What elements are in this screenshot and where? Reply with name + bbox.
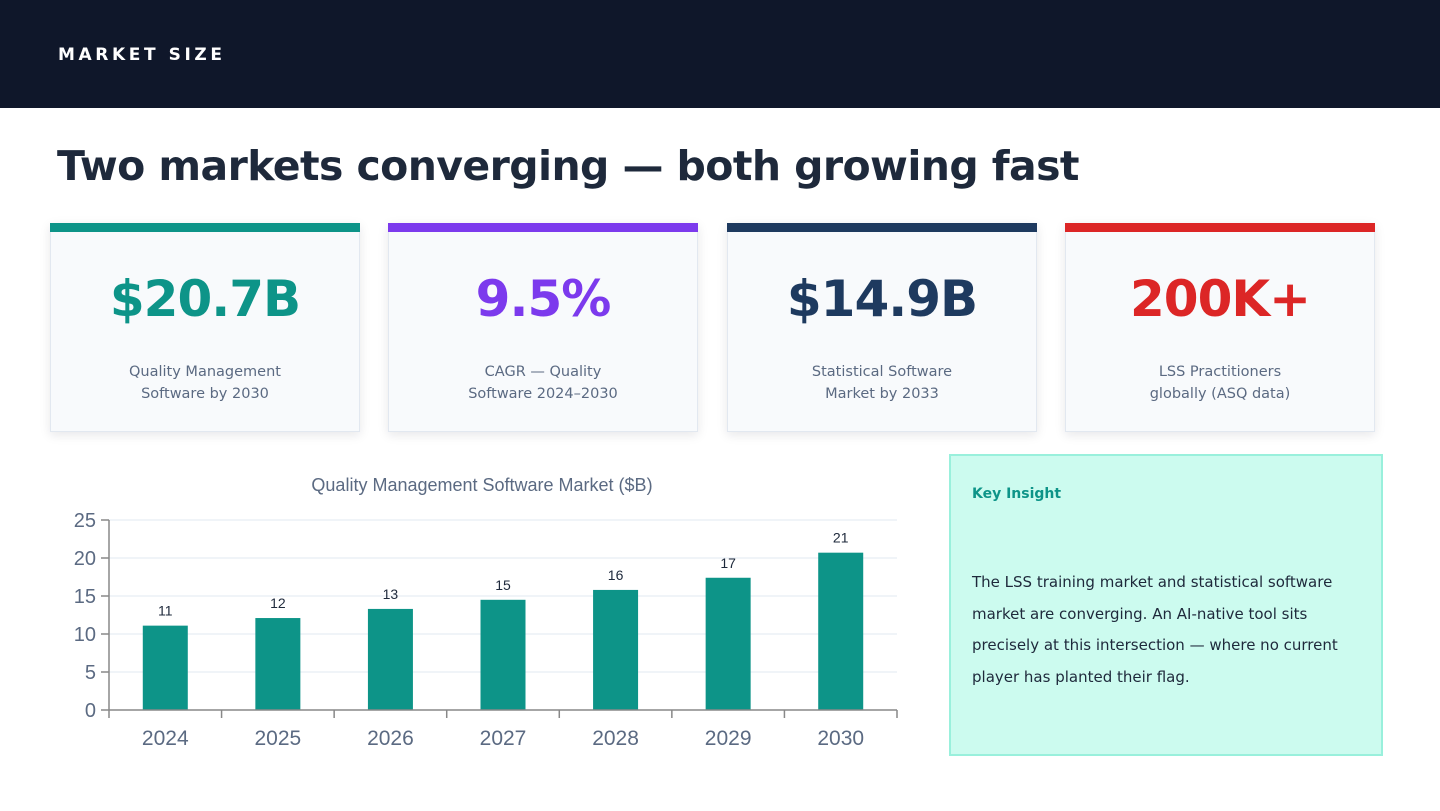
bar-2024 [142, 625, 188, 710]
bar-chart: Quality Management Software Market ($B) … [50, 462, 920, 762]
stat-value: $20.7B [109, 270, 301, 328]
header-bar: MARKET SIZE [0, 0, 1440, 108]
x-tick-label: 2027 [480, 727, 527, 750]
x-tick-label: 2029 [705, 727, 752, 750]
data-label: 17 [720, 555, 736, 571]
bar-2026 [367, 608, 413, 710]
key-insight-box: Key Insight The LSS training market and … [949, 454, 1383, 756]
stat-card-qms-market: $20.7B Quality Management Software by 20… [50, 223, 360, 432]
bar-2030 [818, 552, 864, 710]
bar-2028 [593, 589, 639, 710]
bars [142, 552, 864, 710]
stat-card-cagr: 9.5% CAGR — Quality Software 2024–2030 [388, 223, 698, 432]
stat-value: 200K+ [1129, 270, 1311, 328]
section-label: MARKET SIZE [58, 45, 226, 65]
page-title: Two markets converging — both growing fa… [57, 142, 1080, 190]
stat-value: 9.5% [475, 270, 612, 328]
card-accent-bar [388, 223, 698, 232]
x-tick-label: 2025 [254, 727, 301, 750]
stat-description: CAGR — Quality Software 2024–2030 [409, 361, 677, 405]
x-tick-label: 2026 [367, 727, 414, 750]
stat-desc-line: Software by 2030 [141, 386, 269, 402]
y-tick-label: 20 [74, 548, 96, 570]
y-tick-label: 0 [85, 700, 96, 722]
bar-2025 [255, 618, 301, 710]
stat-card-statistical-software: $14.9B Statistical Software Market by 20… [727, 223, 1037, 432]
y-tick-label: 15 [74, 586, 96, 608]
insight-title: Key Insight [972, 486, 1062, 502]
stat-description: Statistical Software Market by 2033 [748, 361, 1016, 405]
x-tick-label: 2024 [142, 727, 189, 750]
stat-desc-line: LSS Practitioners [1158, 364, 1282, 380]
stat-card-lss-practitioners: 200K+ LSS Practitioners globally (ASQ da… [1065, 223, 1375, 432]
stat-desc-line: Software 2024–2030 [468, 386, 618, 402]
gridlines [109, 519, 897, 673]
stat-desc-line: Statistical Software [811, 364, 953, 380]
stat-description: Quality Management Software by 2030 [71, 361, 339, 405]
x-tick-label: 2030 [817, 727, 864, 750]
data-label: 15 [495, 577, 511, 593]
y-tick-label: 10 [74, 624, 96, 646]
insight-body: The LSS training market and statistical … [972, 573, 1338, 686]
data-label: 11 [158, 603, 173, 619]
card-accent-bar [1065, 223, 1375, 232]
y-tick-label: 5 [85, 662, 96, 684]
card-accent-bar [727, 223, 1037, 232]
stat-desc-line: Quality Management [129, 364, 281, 380]
bar-2029 [705, 577, 751, 710]
card-accent-bar [50, 223, 360, 232]
data-label: 13 [383, 586, 399, 602]
stat-desc-line: Market by 2033 [825, 386, 939, 402]
data-label: 12 [270, 595, 286, 611]
data-label: 21 [833, 530, 849, 546]
y-tick-label: 25 [74, 510, 96, 532]
labels: 0510152025112024122025132026152027162028… [74, 510, 864, 750]
stat-desc-line: CAGR — Quality [484, 364, 602, 380]
chart-title: Quality Management Software Market ($B) [311, 475, 652, 495]
axes [101, 519, 898, 718]
x-tick-label: 2028 [592, 727, 639, 750]
stat-description: LSS Practitioners globally (ASQ data) [1086, 361, 1354, 405]
bar-2027 [480, 599, 526, 710]
data-label: 16 [608, 567, 624, 583]
stat-desc-line: globally (ASQ data) [1149, 386, 1291, 402]
stat-value: $14.9B [786, 270, 978, 328]
chart-svg: Quality Management Software Market ($B) … [74, 475, 898, 750]
